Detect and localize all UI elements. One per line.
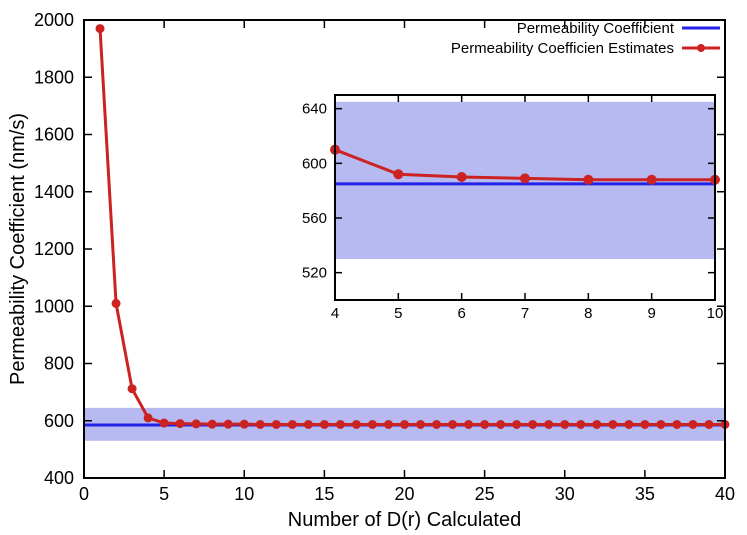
svg-text:600: 600: [44, 411, 74, 431]
svg-text:560: 560: [302, 210, 327, 227]
svg-text:Permeability Coefficien Estima: Permeability Coefficien Estimates: [451, 40, 674, 57]
x-axis-label: Number of D(r) Calculated: [288, 509, 521, 531]
svg-text:8: 8: [584, 305, 592, 322]
permeability-chart: 0 5 10 15 20 25 30 35 40 400 600 800 1000 1200 1400 160…: [0, 0, 747, 535]
svg-text:600: 600: [302, 155, 327, 172]
svg-text:1600: 1600: [34, 125, 74, 145]
svg-text:640: 640: [302, 101, 327, 118]
y-axis-label: Permeability Coefficient (nm/s): [7, 113, 29, 385]
svg-text:5: 5: [394, 305, 402, 322]
svg-text:1800: 1800: [34, 67, 74, 87]
svg-text:5: 5: [159, 484, 169, 504]
svg-text:6: 6: [457, 305, 465, 322]
chart-legend: Permeability Coefficient Permeability Coe…: [451, 20, 720, 57]
svg-text:9: 9: [647, 305, 655, 322]
svg-text:20: 20: [394, 484, 414, 504]
svg-text:30: 30: [555, 484, 575, 504]
svg-text:800: 800: [44, 354, 74, 374]
svg-text:25: 25: [475, 484, 495, 504]
svg-text:15: 15: [314, 484, 334, 504]
svg-text:10: 10: [234, 484, 254, 504]
svg-text:4: 4: [331, 305, 339, 322]
svg-text:400: 400: [44, 468, 74, 488]
svg-text:Permeability Coefficient: Permeability Coefficient: [517, 20, 675, 37]
svg-text:40: 40: [715, 484, 735, 504]
svg-text:1200: 1200: [34, 239, 74, 259]
svg-text:520: 520: [302, 265, 327, 282]
svg-text:1400: 1400: [34, 182, 74, 202]
svg-text:1000: 1000: [34, 296, 74, 316]
svg-text:7: 7: [521, 305, 529, 322]
svg-text:0: 0: [79, 484, 89, 504]
svg-text:2000: 2000: [34, 10, 74, 30]
svg-text:10: 10: [707, 305, 724, 322]
inset-chart: 4 5 6 7 8 9 10 520 560 600 640: [302, 95, 723, 322]
svg-text:35: 35: [635, 484, 655, 504]
